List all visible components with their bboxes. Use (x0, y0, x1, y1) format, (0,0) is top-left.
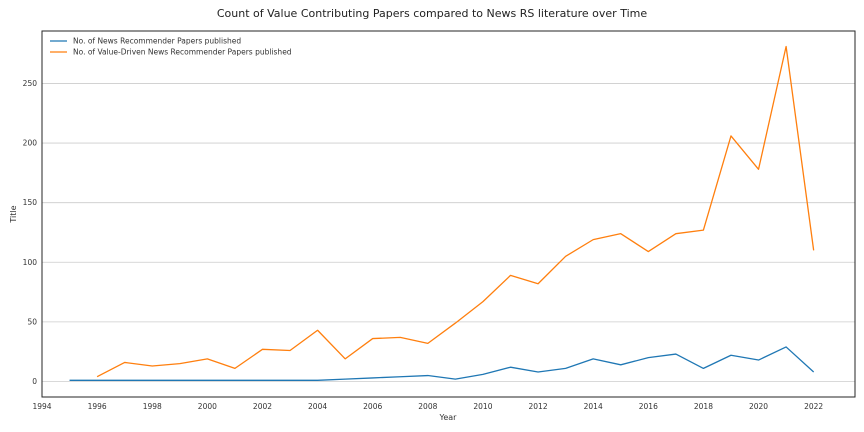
y-tick-label: 250 (23, 79, 38, 88)
x-tick-label: 2018 (694, 402, 713, 411)
x-axis-ticks: 1994 1996 1998 2000 2002 2004 2006 2008 2010 2012… (32, 402, 823, 411)
x-tick-label: 2010 (473, 402, 492, 411)
series-lines (69, 45, 815, 381)
grid-lines (42, 83, 855, 382)
x-tick-label: 2014 (584, 402, 603, 411)
x-tick-label: 2008 (418, 402, 437, 411)
y-tick-label: 200 (23, 139, 38, 148)
x-tick-label: 2002 (253, 402, 272, 411)
chart-title: Count of Value Contributing Papers compa… (217, 7, 647, 20)
x-tick-label: 2004 (308, 402, 327, 411)
y-axis-label: Title (9, 205, 18, 223)
x-tick-label: 2006 (363, 402, 382, 411)
x-tick-label: 2012 (529, 402, 548, 411)
x-tick-label: 1996 (88, 402, 107, 411)
x-tick-label: 2000 (198, 402, 217, 411)
legend-label: No. of Value-Driven News Recommender Pap… (73, 48, 292, 57)
series-line-2 (96, 45, 815, 378)
y-tick-label: 50 (27, 317, 37, 326)
x-tick-label: 2022 (804, 402, 823, 411)
y-tick-label: 0 (32, 377, 37, 386)
x-tick-label: 1994 (32, 402, 51, 411)
legend: No. of News Recommender Papers published… (50, 37, 292, 57)
y-tick-label: 150 (23, 198, 38, 207)
plot-frame (41, 30, 856, 398)
x-axis-label: Year (439, 413, 458, 422)
x-tick-label: 2016 (639, 402, 658, 411)
x-tick-label: 1998 (143, 402, 162, 411)
series-line-1 (69, 346, 815, 381)
y-tick-label: 100 (23, 258, 38, 267)
x-tick-label: 2020 (749, 402, 768, 411)
legend-label: No. of News Recommender Papers published (73, 37, 241, 46)
y-axis-ticks: 0 50 100 150 200 250 (23, 79, 38, 386)
